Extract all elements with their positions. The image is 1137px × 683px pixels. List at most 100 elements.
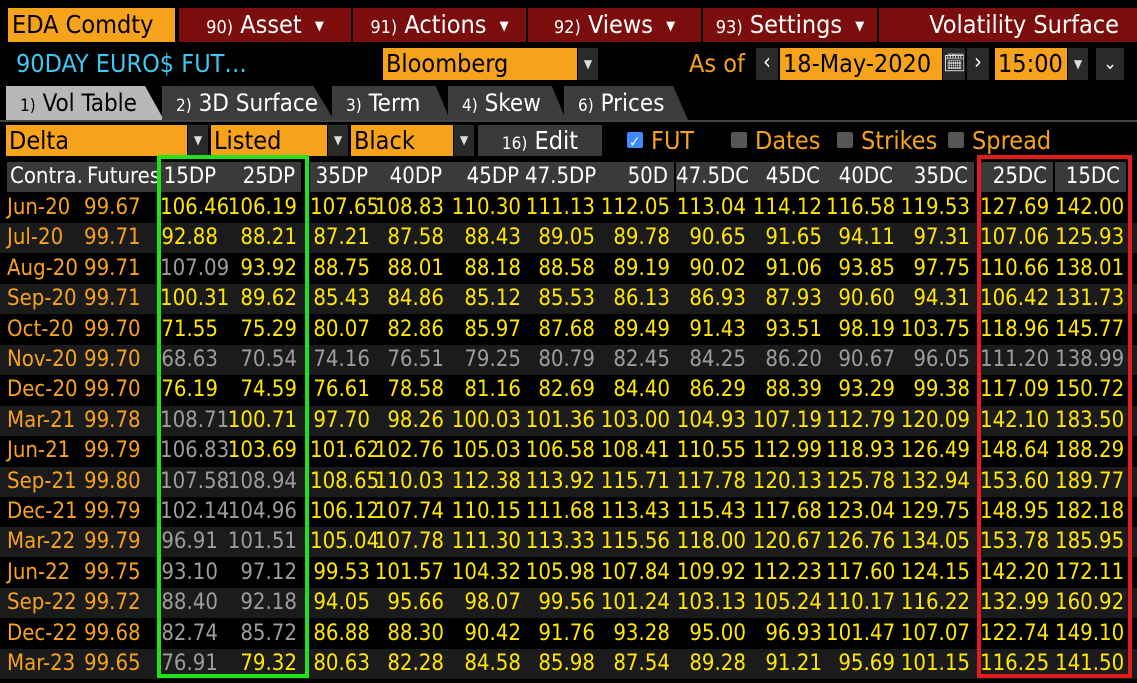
vol-cell[interactable]: 107.58 bbox=[160, 468, 230, 494]
vol-cell[interactable]: 112.38 bbox=[451, 468, 521, 494]
vol-cell[interactable]: 104.93 bbox=[676, 407, 746, 433]
column-header[interactable]: 25DP bbox=[222, 162, 301, 192]
vol-cell[interactable]: 84.40 bbox=[613, 377, 670, 403]
vol-cell[interactable]: 94.05 bbox=[313, 590, 370, 616]
vol-cell[interactable]: 86.20 bbox=[765, 347, 822, 372]
vol-cell[interactable]: 82.28 bbox=[387, 651, 444, 676]
vol-cell[interactable]: 96.93 bbox=[765, 620, 822, 646]
vol-cell[interactable]: 107.74 bbox=[374, 499, 444, 524]
ticker-field[interactable]: EDA Comdty bbox=[8, 8, 175, 42]
vol-cell[interactable]: 116.25 bbox=[980, 651, 1050, 676]
table-row[interactable]: Sep-20 99.71 100.31 89.62 85.43 84.86 85.12 85.… bbox=[0, 284, 1137, 315]
vol-cell[interactable]: 88.58 bbox=[538, 255, 595, 281]
vol-cell[interactable]: 113.43 bbox=[600, 499, 670, 524]
vol-cell[interactable]: 106.19 bbox=[227, 195, 297, 220]
vol-cell[interactable]: 142.00 bbox=[1055, 195, 1125, 220]
vol-cell[interactable]: 90.60 bbox=[838, 286, 895, 312]
tab-skew[interactable]: 4) Skew bbox=[448, 86, 566, 120]
vol-cell[interactable]: 89.49 bbox=[613, 316, 670, 342]
vol-cell[interactable]: 95.69 bbox=[838, 651, 895, 676]
model-dropdown-button[interactable]: ▼ bbox=[454, 125, 474, 156]
vol-cell[interactable]: 74.59 bbox=[240, 377, 297, 403]
vol-cell[interactable]: 98.19 bbox=[838, 316, 895, 342]
vol-cell[interactable]: 142.10 bbox=[980, 407, 1050, 433]
vol-cell[interactable]: 107.07 bbox=[900, 620, 970, 646]
column-header[interactable]: 50D bbox=[599, 162, 674, 192]
vol-cell[interactable]: 119.53 bbox=[900, 195, 970, 220]
vol-cell[interactable]: 112.99 bbox=[752, 438, 822, 464]
vol-cell[interactable]: 88.39 bbox=[765, 377, 822, 403]
vol-cell[interactable]: 110.03 bbox=[374, 468, 444, 494]
vol-cell[interactable]: 112.79 bbox=[826, 407, 896, 433]
tab-prices[interactable]: 6) Prices bbox=[564, 86, 688, 120]
vol-cell[interactable]: 85.97 bbox=[464, 316, 521, 342]
vol-cell[interactable]: 80.63 bbox=[313, 651, 370, 676]
vol-cell[interactable]: 89.28 bbox=[689, 651, 746, 676]
table-row[interactable]: Mar-23 99.65 76.91 79.32 80.63 82.28 84.58 85.9… bbox=[0, 649, 1137, 679]
vol-cell[interactable]: 142.20 bbox=[980, 559, 1050, 585]
vol-cell[interactable]: 141.50 bbox=[1055, 651, 1125, 676]
vol-cell[interactable]: 101.62 bbox=[310, 438, 380, 464]
vol-cell[interactable]: 108.71 bbox=[160, 407, 230, 433]
vol-cell[interactable]: 91.43 bbox=[689, 316, 746, 342]
column-header[interactable]: 45DP bbox=[447, 162, 525, 192]
vol-cell[interactable]: 125.93 bbox=[1055, 225, 1125, 251]
vol-cell[interactable]: 125.78 bbox=[826, 468, 896, 494]
asset-menu[interactable]: 90) Asset ▼ bbox=[179, 8, 351, 42]
column-header[interactable]: 15DP bbox=[160, 162, 222, 192]
vol-cell[interactable]: 111.30 bbox=[451, 529, 521, 555]
tab-3d-surface[interactable]: 2) 3D Surface bbox=[162, 86, 334, 120]
column-header[interactable]: 35DP bbox=[310, 162, 374, 192]
vol-cell[interactable]: 101.47 bbox=[826, 620, 896, 646]
vol-cell[interactable]: 91.65 bbox=[765, 225, 822, 251]
vol-cell[interactable]: 182.18 bbox=[1055, 499, 1125, 524]
vol-cell[interactable]: 107.78 bbox=[374, 529, 444, 555]
vol-cell[interactable]: 113.33 bbox=[525, 529, 595, 555]
table-row[interactable]: Dec-20 99.70 76.19 74.59 76.61 78.58 81.16 82.6… bbox=[0, 375, 1137, 405]
vol-cell[interactable]: 71.55 bbox=[161, 316, 218, 342]
vol-cell[interactable]: 88.21 bbox=[240, 225, 297, 251]
vol-cell[interactable]: 103.13 bbox=[676, 590, 746, 616]
vol-cell[interactable]: 105.03 bbox=[451, 438, 521, 464]
vol-cell[interactable]: 105.04 bbox=[310, 529, 380, 555]
strikes-mode-dropdown-button[interactable]: ▼ bbox=[328, 125, 348, 156]
vol-cell[interactable]: 120.13 bbox=[752, 468, 822, 494]
vol-cell[interactable]: 110.66 bbox=[980, 255, 1050, 281]
vol-cell[interactable]: 87.54 bbox=[613, 651, 670, 676]
vol-cell[interactable]: 88.75 bbox=[313, 255, 370, 281]
vol-cell[interactable]: 86.93 bbox=[689, 286, 746, 312]
vol-cell[interactable]: 108.41 bbox=[600, 438, 670, 464]
vol-cell[interactable]: 120.09 bbox=[900, 407, 970, 433]
vol-cell[interactable]: 102.14 bbox=[160, 499, 230, 524]
column-header[interactable]: 25DC bbox=[980, 162, 1053, 192]
vol-cell[interactable]: 89.78 bbox=[613, 225, 670, 251]
vol-cell[interactable]: 103.69 bbox=[227, 438, 297, 464]
vol-cell[interactable]: 109.92 bbox=[676, 559, 746, 585]
table-row[interactable]: Sep-22 99.72 88.40 92.18 94.05 95.66 98.07 99.5… bbox=[0, 588, 1137, 619]
vol-cell[interactable]: 91.06 bbox=[765, 255, 822, 281]
vol-cell[interactable]: 149.10 bbox=[1055, 620, 1125, 646]
vol-cell[interactable]: 100.31 bbox=[160, 286, 230, 312]
settings-menu[interactable]: 93) Settings ▼ bbox=[703, 8, 877, 42]
vol-cell[interactable]: 84.25 bbox=[689, 347, 746, 372]
vol-cell[interactable]: 95.66 bbox=[387, 590, 444, 616]
vol-cell[interactable]: 90.67 bbox=[838, 347, 895, 372]
vol-cell[interactable]: 97.31 bbox=[913, 225, 970, 251]
vol-cell[interactable]: 97.70 bbox=[313, 407, 370, 433]
vol-cell[interactable]: 97.12 bbox=[240, 559, 297, 585]
vol-cell[interactable]: 80.79 bbox=[538, 347, 595, 372]
vol-cell[interactable]: 126.49 bbox=[900, 438, 970, 464]
vol-cell[interactable]: 105.24 bbox=[752, 590, 822, 616]
vol-cell[interactable]: 84.58 bbox=[464, 651, 521, 676]
vol-cell[interactable]: 127.69 bbox=[980, 195, 1050, 220]
vol-cell[interactable]: 107.19 bbox=[752, 407, 822, 433]
vol-cell[interactable]: 120.67 bbox=[752, 529, 822, 555]
vol-cell[interactable]: 76.91 bbox=[161, 651, 218, 676]
column-header[interactable]: 47.5DP bbox=[525, 162, 599, 192]
vol-cell[interactable]: 88.18 bbox=[464, 255, 521, 281]
table-row[interactable]: Jun-22 99.75 93.10 97.12 99.53 101.57 104.32 10… bbox=[0, 558, 1137, 588]
vol-cell[interactable]: 115.56 bbox=[600, 529, 670, 555]
vol-cell[interactable]: 126.76 bbox=[826, 529, 896, 555]
vol-cell[interactable]: 111.13 bbox=[525, 195, 595, 220]
vol-cell[interactable]: 185.95 bbox=[1055, 529, 1125, 555]
